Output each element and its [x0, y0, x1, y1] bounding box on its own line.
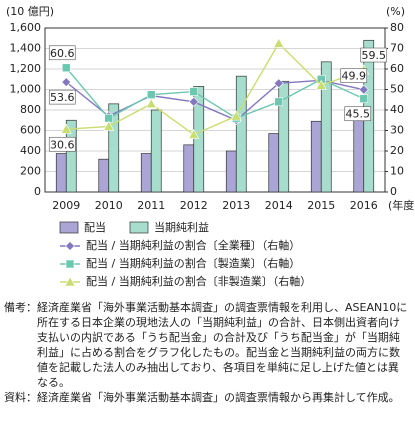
- bar: [150, 109, 162, 193]
- marker: [273, 78, 284, 89]
- y2-tick-label: 30: [390, 124, 404, 137]
- x-tick-label: 2009: [52, 199, 80, 212]
- marker: [358, 84, 369, 95]
- legend-label: 配当 / 当期純利益の割合〔非製造業〕（右軸）: [86, 274, 311, 288]
- marker: [274, 97, 284, 107]
- x-tick-label: 2015: [307, 199, 335, 212]
- y-tick-label: 1,000: [10, 83, 42, 96]
- marker: [359, 94, 369, 104]
- note-text: 経済産業省「海外事業活動基本調査」の調査票情報を利用し、ASEAN10に所在する…: [37, 301, 408, 389]
- y2-tick-label: 0: [390, 185, 397, 198]
- y2-tick-label: 70: [390, 42, 404, 55]
- legend-swatch: [59, 221, 79, 234]
- bar: [353, 116, 365, 193]
- y-tick-label: 1,400: [10, 42, 42, 55]
- chart: (10 億円) (%) (年度) 02004006008001,0001,200…: [6, 5, 415, 288]
- value-label: 60.6: [50, 47, 75, 60]
- value-label-box: [360, 47, 388, 63]
- note-label: 資料：: [4, 391, 37, 404]
- y-tick-label: 400: [20, 144, 41, 157]
- marker: [61, 77, 72, 88]
- bar: [55, 153, 67, 193]
- legend-label: 配当 / 当期純利益の割合〔全業種〕（右軸）: [86, 238, 300, 252]
- marker: [64, 276, 76, 287]
- bar: [193, 86, 205, 193]
- value-label-box: [48, 136, 76, 152]
- x-tick-label: 2016: [350, 199, 378, 212]
- value-label-box: [344, 106, 372, 122]
- bar: [98, 158, 110, 193]
- y2-tick-label: 10: [390, 165, 404, 178]
- x-tick-label: 2014: [265, 199, 293, 212]
- note: 備考： 経済産業省「海外事業活動基本調査」の調査票情報を利用し、ASEAN10に所…: [4, 300, 408, 390]
- bar: [225, 150, 237, 193]
- bar: [310, 120, 322, 193]
- legend-label: 当期純利益: [154, 220, 209, 234]
- value-label-box: [48, 45, 76, 61]
- x-tick-label: 2013: [222, 199, 250, 212]
- y-axis-title: (10 億円): [6, 5, 54, 18]
- bar: [320, 61, 332, 193]
- y-tick-label: 0: [34, 185, 41, 198]
- y-tick-label: 1,200: [10, 62, 42, 75]
- notes: 備考： 経済産業省「海外事業活動基本調査」の調査票情報を利用し、ASEAN10に所…: [4, 300, 408, 405]
- bar: [65, 119, 77, 193]
- y2-tick-label: 20: [390, 144, 404, 157]
- y-tick-label: 1,600: [10, 21, 42, 34]
- marker: [60, 123, 72, 134]
- x-tick-label: 2012: [180, 199, 208, 212]
- legend-label: 配当: [84, 220, 106, 234]
- value-label-box: [340, 68, 368, 84]
- marker: [146, 90, 156, 99]
- marker: [273, 37, 285, 48]
- x-axis-title: (年度): [388, 198, 415, 212]
- y-tick-label: 600: [20, 124, 41, 137]
- y-tick-label: 200: [20, 165, 41, 178]
- marker: [189, 87, 199, 96]
- marker: [188, 96, 199, 107]
- y2-axis-title: (%): [386, 5, 405, 18]
- marker: [65, 259, 75, 269]
- x-tick-label: 2011: [137, 199, 165, 212]
- note-label: 備考：: [4, 301, 37, 314]
- plot-frame: [44, 27, 386, 193]
- marker: [103, 120, 115, 131]
- bar: [140, 153, 152, 193]
- marker: [315, 79, 327, 90]
- y-tick-label: 800: [20, 103, 41, 116]
- legend-swatch: [129, 221, 149, 234]
- marker: [61, 63, 71, 73]
- line: [66, 42, 364, 136]
- line: [65, 67, 365, 120]
- value-label-box: [48, 89, 76, 105]
- value-label: 59.5: [362, 49, 387, 62]
- note-text: 経済産業省「海外事業活動基本調査」の調査票情報から再集計して作成。: [37, 391, 400, 404]
- value-label: 45.5: [346, 108, 371, 121]
- y2-tick-label: 80: [390, 21, 404, 34]
- bar: [108, 103, 120, 193]
- bar: [235, 75, 247, 193]
- value-label: 30.6: [50, 138, 75, 151]
- marker: [65, 241, 75, 251]
- line: [65, 79, 364, 122]
- bar: [278, 80, 290, 193]
- value-label: 53.6: [50, 91, 75, 104]
- legend-label: 配当 / 当期純利益の割合〔製造業〕（右軸）: [86, 256, 300, 270]
- bar: [268, 133, 280, 193]
- marker: [230, 110, 242, 121]
- note: 資料： 経済産業省「海外事業活動基本調査」の調査票情報から再集計して作成。: [4, 390, 408, 405]
- y2-tick-label: 40: [390, 103, 404, 116]
- marker: [188, 128, 200, 139]
- y2-tick-label: 50: [390, 83, 404, 96]
- x-tick-label: 2010: [95, 199, 123, 212]
- value-label: 49.9: [342, 70, 367, 83]
- y2-tick-label: 60: [390, 62, 404, 75]
- bar: [183, 144, 195, 193]
- marker: [145, 98, 157, 109]
